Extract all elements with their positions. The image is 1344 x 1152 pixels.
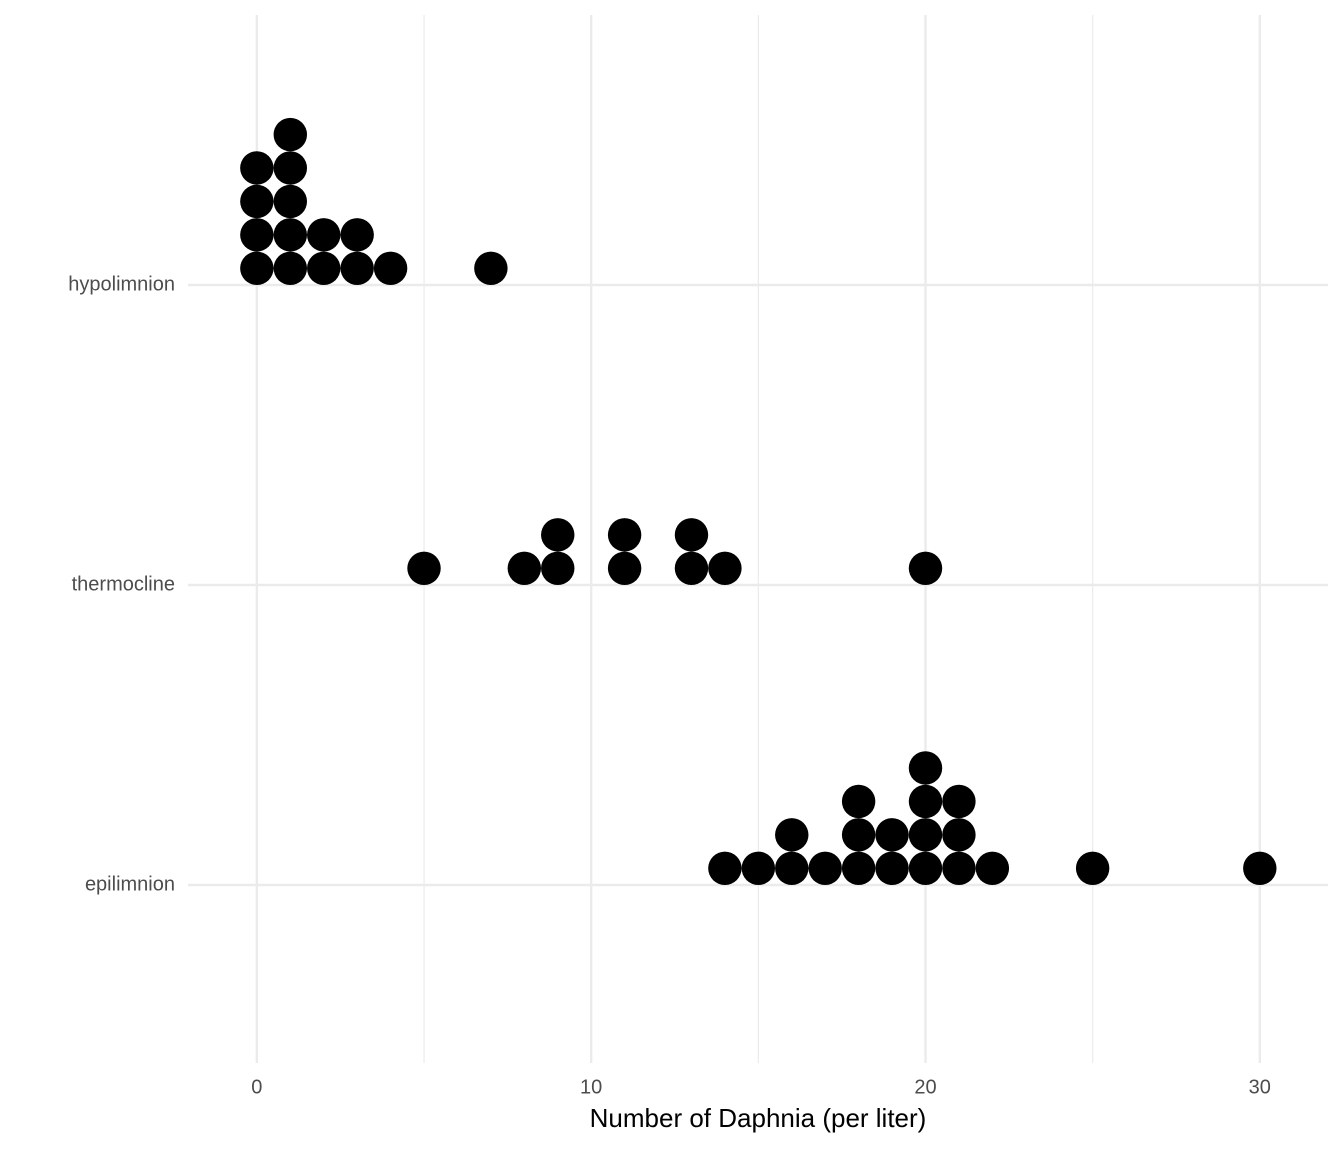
x-tick-label: 10 [580, 1076, 602, 1098]
dot [875, 818, 909, 852]
dot [541, 551, 575, 586]
dot [474, 251, 508, 285]
dot [775, 851, 809, 886]
dot [607, 551, 642, 586]
dot [908, 751, 943, 785]
dot [942, 818, 976, 852]
dot [507, 551, 542, 586]
dot [273, 184, 308, 219]
dot [240, 218, 274, 252]
dot [273, 218, 308, 252]
dot [841, 851, 876, 886]
dot [340, 251, 374, 285]
dot [273, 251, 308, 285]
dot [273, 117, 308, 152]
dot [908, 851, 943, 886]
dot [708, 551, 742, 586]
dot [841, 818, 876, 852]
x-tick-label: 20 [914, 1076, 936, 1098]
dot [975, 851, 1010, 886]
dot [674, 518, 709, 552]
x-tick-label: 30 [1249, 1076, 1271, 1098]
y-tick-label: thermocline [72, 573, 175, 595]
dot [841, 784, 876, 819]
dot [708, 851, 742, 886]
dot [808, 851, 842, 886]
dot [307, 218, 341, 252]
dot [240, 251, 274, 285]
dot [775, 818, 809, 852]
dot [908, 551, 943, 586]
dot [908, 818, 943, 852]
y-tick-label: epilimnion [85, 873, 175, 895]
x-tick-label: 0 [251, 1076, 262, 1098]
dot [340, 218, 374, 252]
dot [1243, 851, 1277, 886]
y-tick-label: hypolimnion [68, 273, 175, 295]
dot [942, 851, 976, 886]
dot [908, 784, 943, 819]
dot [541, 518, 575, 552]
dot [1075, 851, 1110, 886]
dot [240, 184, 274, 219]
dot [607, 518, 642, 552]
dot [741, 851, 776, 886]
dot [942, 784, 976, 819]
dot [407, 551, 441, 586]
dot [273, 151, 308, 185]
dot [373, 251, 408, 285]
dot [674, 551, 709, 586]
dot [307, 251, 341, 285]
dot [875, 851, 909, 886]
dot [240, 151, 274, 185]
x-axis-title: Number of Daphnia (per liter) [590, 1103, 927, 1133]
